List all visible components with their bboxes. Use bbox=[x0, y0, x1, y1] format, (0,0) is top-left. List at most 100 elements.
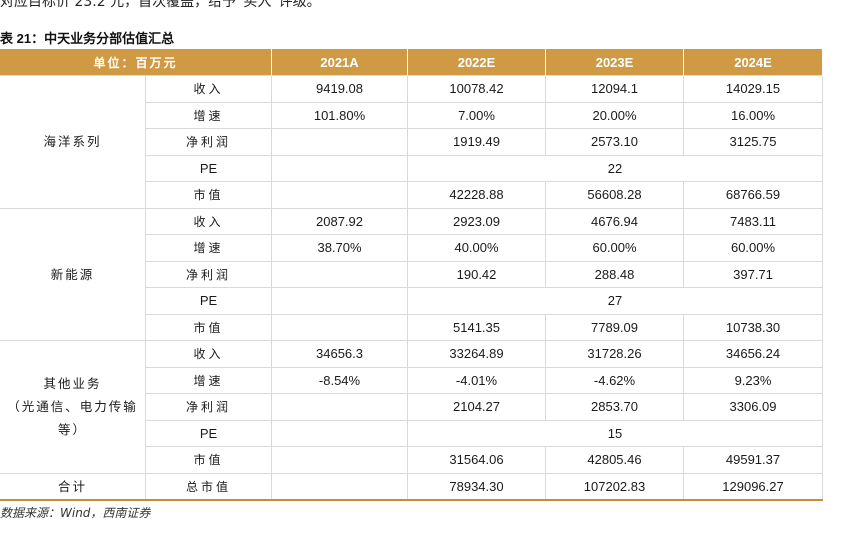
header-2024e: 2024E bbox=[683, 49, 824, 76]
group-label-new-energy: 新能源 bbox=[0, 207, 146, 341]
metric-label: 收入 bbox=[144, 75, 273, 103]
cell-value: 68766.59 bbox=[683, 181, 824, 209]
table-row: 净利润 190.42 288.48 397.71 bbox=[0, 260, 824, 288]
metric-label: 市值 bbox=[144, 313, 273, 341]
cell-value: 1919.49 bbox=[407, 128, 547, 156]
table-row: 增速 -8.54% -4.01% -4.62% 9.23% bbox=[0, 366, 824, 394]
pe-value: 22 bbox=[407, 154, 824, 182]
table-caption: 表 21：中天业务分部估值汇总 bbox=[0, 28, 174, 47]
cell-value: 7789.09 bbox=[545, 313, 685, 341]
cell-value bbox=[271, 181, 409, 209]
source-note: 数据来源：Wind，西南证券 bbox=[0, 506, 151, 520]
cell-value: 9419.08 bbox=[271, 75, 409, 103]
cell-value: -4.62% bbox=[545, 366, 685, 394]
cell-value: 2573.10 bbox=[545, 128, 685, 156]
cell-value: 34656.3 bbox=[271, 340, 409, 368]
cell-value bbox=[271, 393, 409, 421]
metric-label: 增速 bbox=[144, 366, 273, 394]
metric-label: 市值 bbox=[144, 181, 273, 209]
cell-value: 38.70% bbox=[271, 234, 409, 262]
metric-label: PE bbox=[144, 154, 273, 182]
cell-value: 9.23% bbox=[683, 366, 824, 394]
header-row: 单位：百万元 2021A 2022E 2023E 2024E bbox=[0, 49, 824, 76]
cell-value: 2104.27 bbox=[407, 393, 547, 421]
cell-value: 2087.92 bbox=[271, 207, 409, 235]
cell-value: -8.54% bbox=[271, 366, 409, 394]
table-row: 增速 101.80% 7.00% 20.00% 16.00% bbox=[0, 101, 824, 129]
cell-value: 3306.09 bbox=[683, 393, 824, 421]
metric-label: 市值 bbox=[144, 446, 273, 474]
metric-label: 净利润 bbox=[144, 260, 273, 288]
metric-label: 增速 bbox=[144, 101, 273, 129]
cell-value: 397.71 bbox=[683, 260, 824, 288]
cell-value bbox=[271, 128, 409, 156]
valuation-table: 单位：百万元 2021A 2022E 2023E 2024E 海洋系列 收入 9… bbox=[0, 49, 824, 501]
cell-value: 10078.42 bbox=[407, 75, 547, 103]
cell-value: 288.48 bbox=[545, 260, 685, 288]
cell-value: 107202.83 bbox=[545, 472, 685, 501]
table-row: PE 27 bbox=[0, 287, 824, 315]
cell-value: 2853.70 bbox=[545, 393, 685, 421]
metric-label: 收入 bbox=[144, 207, 273, 235]
table-row: 市值 42228.88 56608.28 68766.59 bbox=[0, 181, 824, 209]
table-row: 净利润 1919.49 2573.10 3125.75 bbox=[0, 128, 824, 156]
metric-label: 净利润 bbox=[144, 393, 273, 421]
cell-value: 10738.30 bbox=[683, 313, 824, 341]
cell-value: 5141.35 bbox=[407, 313, 547, 341]
cell-value bbox=[271, 154, 409, 182]
total-row: 合计 总市值 78934.30 107202.83 129096.27 bbox=[0, 472, 824, 501]
cell-value: 34656.24 bbox=[683, 340, 824, 368]
table-row: 增速 38.70% 40.00% 60.00% 60.00% bbox=[0, 234, 824, 262]
cell-value bbox=[271, 472, 409, 501]
group-label-marine: 海洋系列 bbox=[0, 75, 146, 209]
cell-value: 3125.75 bbox=[683, 128, 824, 156]
cell-value: 31564.06 bbox=[407, 446, 547, 474]
cell-value: 190.42 bbox=[407, 260, 547, 288]
cell-value bbox=[271, 260, 409, 288]
cell-value bbox=[271, 419, 409, 447]
cell-value bbox=[271, 287, 409, 315]
table-row: 市值 31564.06 42805.46 49591.37 bbox=[0, 446, 824, 474]
cell-value: 78934.30 bbox=[407, 472, 547, 501]
table-row: PE 22 bbox=[0, 154, 824, 182]
cell-value: -4.01% bbox=[407, 366, 547, 394]
cell-value: 16.00% bbox=[683, 101, 824, 129]
header-unit: 单位：百万元 bbox=[0, 49, 273, 76]
cell-value: 42228.88 bbox=[407, 181, 547, 209]
cell-value: 20.00% bbox=[545, 101, 685, 129]
table-row: 其他业务 （光通信、电力传输等） 收入 34656.3 33264.89 3172… bbox=[0, 340, 824, 474]
cell-value: 42805.46 bbox=[545, 446, 685, 474]
cell-value: 4676.94 bbox=[545, 207, 685, 235]
header-2022e: 2022E bbox=[407, 49, 547, 76]
pe-value: 27 bbox=[407, 287, 824, 315]
cell-value bbox=[271, 313, 409, 341]
cell-value: 40.00% bbox=[407, 234, 547, 262]
group-label-other: 其他业务 （光通信、电力传输等） bbox=[0, 340, 146, 474]
cell-value: 60.00% bbox=[545, 234, 685, 262]
metric-label: PE bbox=[144, 287, 273, 315]
table-row: 海洋系列 收入 9419.08 10078.42 12094.1 14029.1… bbox=[0, 75, 824, 209]
total-label: 合计 bbox=[0, 472, 146, 501]
metric-label: 净利润 bbox=[144, 128, 273, 156]
cell-value: 101.80% bbox=[271, 101, 409, 129]
cell-value: 49591.37 bbox=[683, 446, 824, 474]
metric-label: PE bbox=[144, 419, 273, 447]
metric-label: 增速 bbox=[144, 234, 273, 262]
cell-value: 56608.28 bbox=[545, 181, 685, 209]
cell-value: 2923.09 bbox=[407, 207, 547, 235]
cell-value: 7.00% bbox=[407, 101, 547, 129]
cell-value: 7483.11 bbox=[683, 207, 824, 235]
cell-value: 14029.15 bbox=[683, 75, 824, 103]
table-row: PE 15 bbox=[0, 419, 824, 447]
table-row: 新能源 收入 2087.92 2923.09 4676.94 7483.11 bbox=[0, 207, 824, 341]
caption-title: 中天业务分部估值汇总 bbox=[44, 32, 175, 47]
cell-value: 129096.27 bbox=[683, 472, 824, 501]
header-2023e: 2023E bbox=[545, 49, 685, 76]
table-row: 市值 5141.35 7789.09 10738.30 bbox=[0, 313, 824, 341]
caption-prefix: 表 21： bbox=[0, 31, 45, 46]
cell-value: 33264.89 bbox=[407, 340, 547, 368]
cell-value bbox=[271, 446, 409, 474]
cell-value: 31728.26 bbox=[545, 340, 685, 368]
cell-value: 60.00% bbox=[683, 234, 824, 262]
intro-text: 对应目标价 23.2 元，首次覆盖，给予“买入”评级。 bbox=[0, 0, 321, 10]
